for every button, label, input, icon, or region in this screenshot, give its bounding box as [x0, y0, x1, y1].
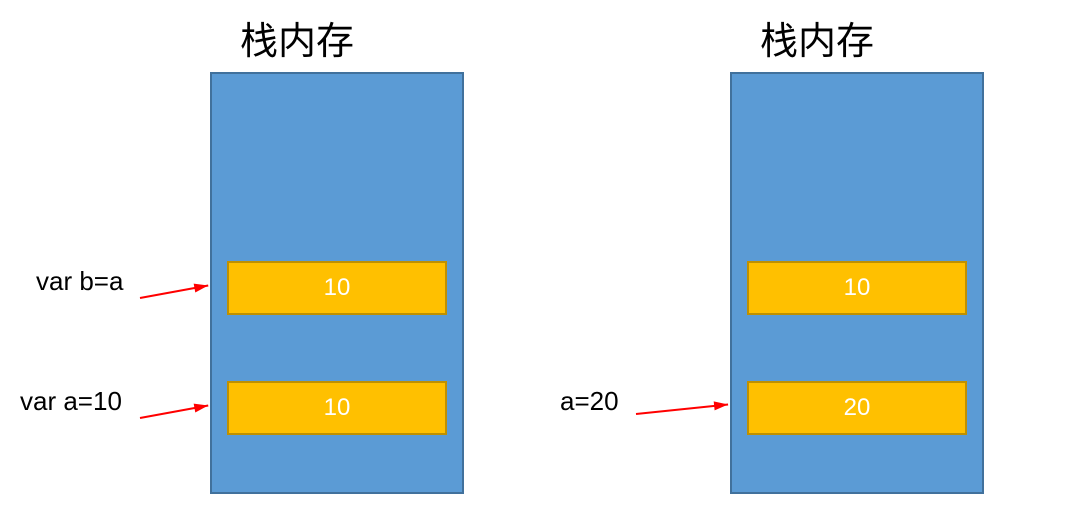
arrow-to-b-cell-icon [140, 286, 208, 298]
arrows-layer [0, 0, 1078, 518]
arrow-to-a-cell-icon [140, 406, 208, 418]
arrow-to-a20-cell-icon [636, 404, 728, 414]
diagram-canvas: 栈内存 栈内存 10 10 10 20 var b=a var a=10 a=2… [0, 0, 1078, 518]
